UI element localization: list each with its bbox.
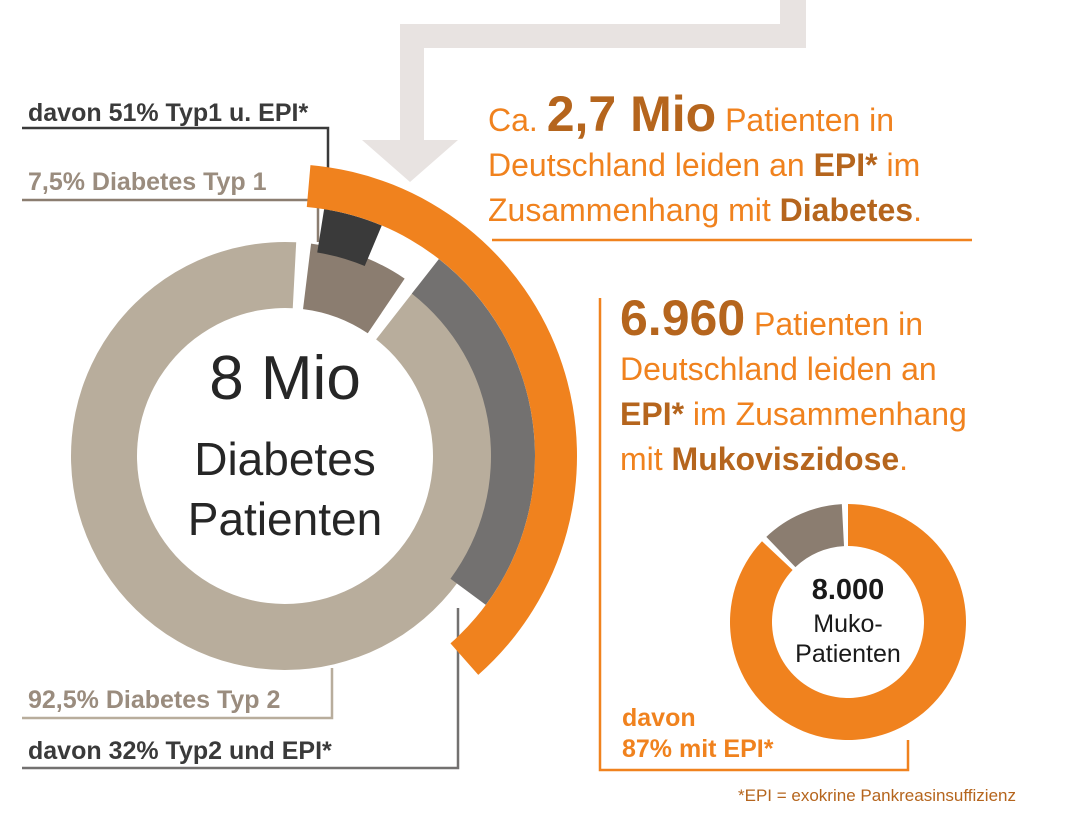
center-label-diabetes: Diabetes [194, 433, 376, 485]
band-epi-total [306, 165, 577, 675]
stat1-bold-c: Diabetes [779, 192, 914, 228]
down-arrow-icon [362, 0, 806, 182]
label-typ2: 92,5% Diabetes Typ 2 [28, 686, 281, 714]
muko-value: 8.000 [811, 574, 885, 606]
stat1-line3: Zusammenhang mit Diabetes. [488, 188, 922, 233]
center-label-patienten: Patienten [187, 493, 383, 545]
slice-muko-epi [730, 504, 966, 741]
stat2-line4: mit Mukoviszidose. [620, 437, 967, 482]
slice-diabetes-typ2 [70, 242, 499, 671]
stat1-text: Ca. 2,7 Mio Patienten in Deutschland lei… [488, 89, 922, 233]
band-typ1-epi [317, 209, 382, 267]
center-value: 8 Mio [209, 344, 361, 413]
stat1-dot: . [913, 192, 922, 228]
connector-line-typ1 [22, 198, 320, 242]
stat1-bold-b: EPI* [813, 147, 878, 183]
label-typ1-epi: davon 51% Typ1 u. EPI* [28, 99, 309, 127]
stat2-dot: . [899, 441, 909, 477]
stat1-text-a: Patienten in [725, 102, 895, 138]
label-typ2-epi: davon 32% Typ2 und EPI* [28, 737, 332, 765]
stat2-text: 6.960 Patienten in Deutschland leiden an… [620, 293, 967, 482]
connector-line-stat2 [598, 298, 910, 772]
stat2-text-d: mit [620, 441, 663, 477]
muko-donut-chart [730, 504, 966, 741]
stat1-text-b2: im [886, 147, 921, 183]
stat2-line1: 6.960 Patienten in [620, 293, 967, 347]
label-typ1: 7,5% Diabetes Typ 1 [28, 168, 267, 196]
stat2-text-c: im Zusammenhang [692, 396, 967, 432]
stat1-text-b: Deutschland leiden an [488, 147, 805, 183]
stat1-big-number: 2,7 Mio [546, 86, 717, 142]
slice-diabetes-typ1 [303, 243, 405, 334]
stat1-line1: Ca. 2,7 Mio Patienten in [488, 89, 922, 143]
connector-line-typ2-epi [22, 608, 460, 770]
stat2-bold-c: EPI* [620, 396, 685, 432]
band-typ2-epi [411, 258, 535, 605]
stat2-line2: Deutschland leiden an [620, 347, 967, 392]
stat2-text-a: Patienten in [754, 306, 924, 342]
stat2-big-number: 6.960 [620, 290, 746, 346]
main-donut-chart [70, 165, 577, 675]
muko-pct: 87% mit EPI* [622, 735, 774, 763]
muko-label-2: Patienten [795, 640, 901, 668]
stat1-text-c: Zusammenhang mit [488, 192, 771, 228]
connector-line-typ2 [22, 668, 334, 720]
muko-davon: davon [622, 704, 696, 732]
stat2-text-b: Deutschland leiden an [620, 351, 937, 387]
stat2-line3: EPI* im Zusammenhang [620, 392, 967, 437]
footnote: *EPI = exokrine Pankreasinsuffizienz [738, 786, 1016, 805]
stat1-pre: Ca. [488, 102, 538, 138]
stat2-bold-d: Mukoviszidose [671, 441, 900, 477]
stat1-line2: Deutschland leiden an EPI* im [488, 143, 922, 188]
slice-muko-no-epi [766, 504, 845, 568]
muko-label-1: Muko- [813, 610, 883, 638]
